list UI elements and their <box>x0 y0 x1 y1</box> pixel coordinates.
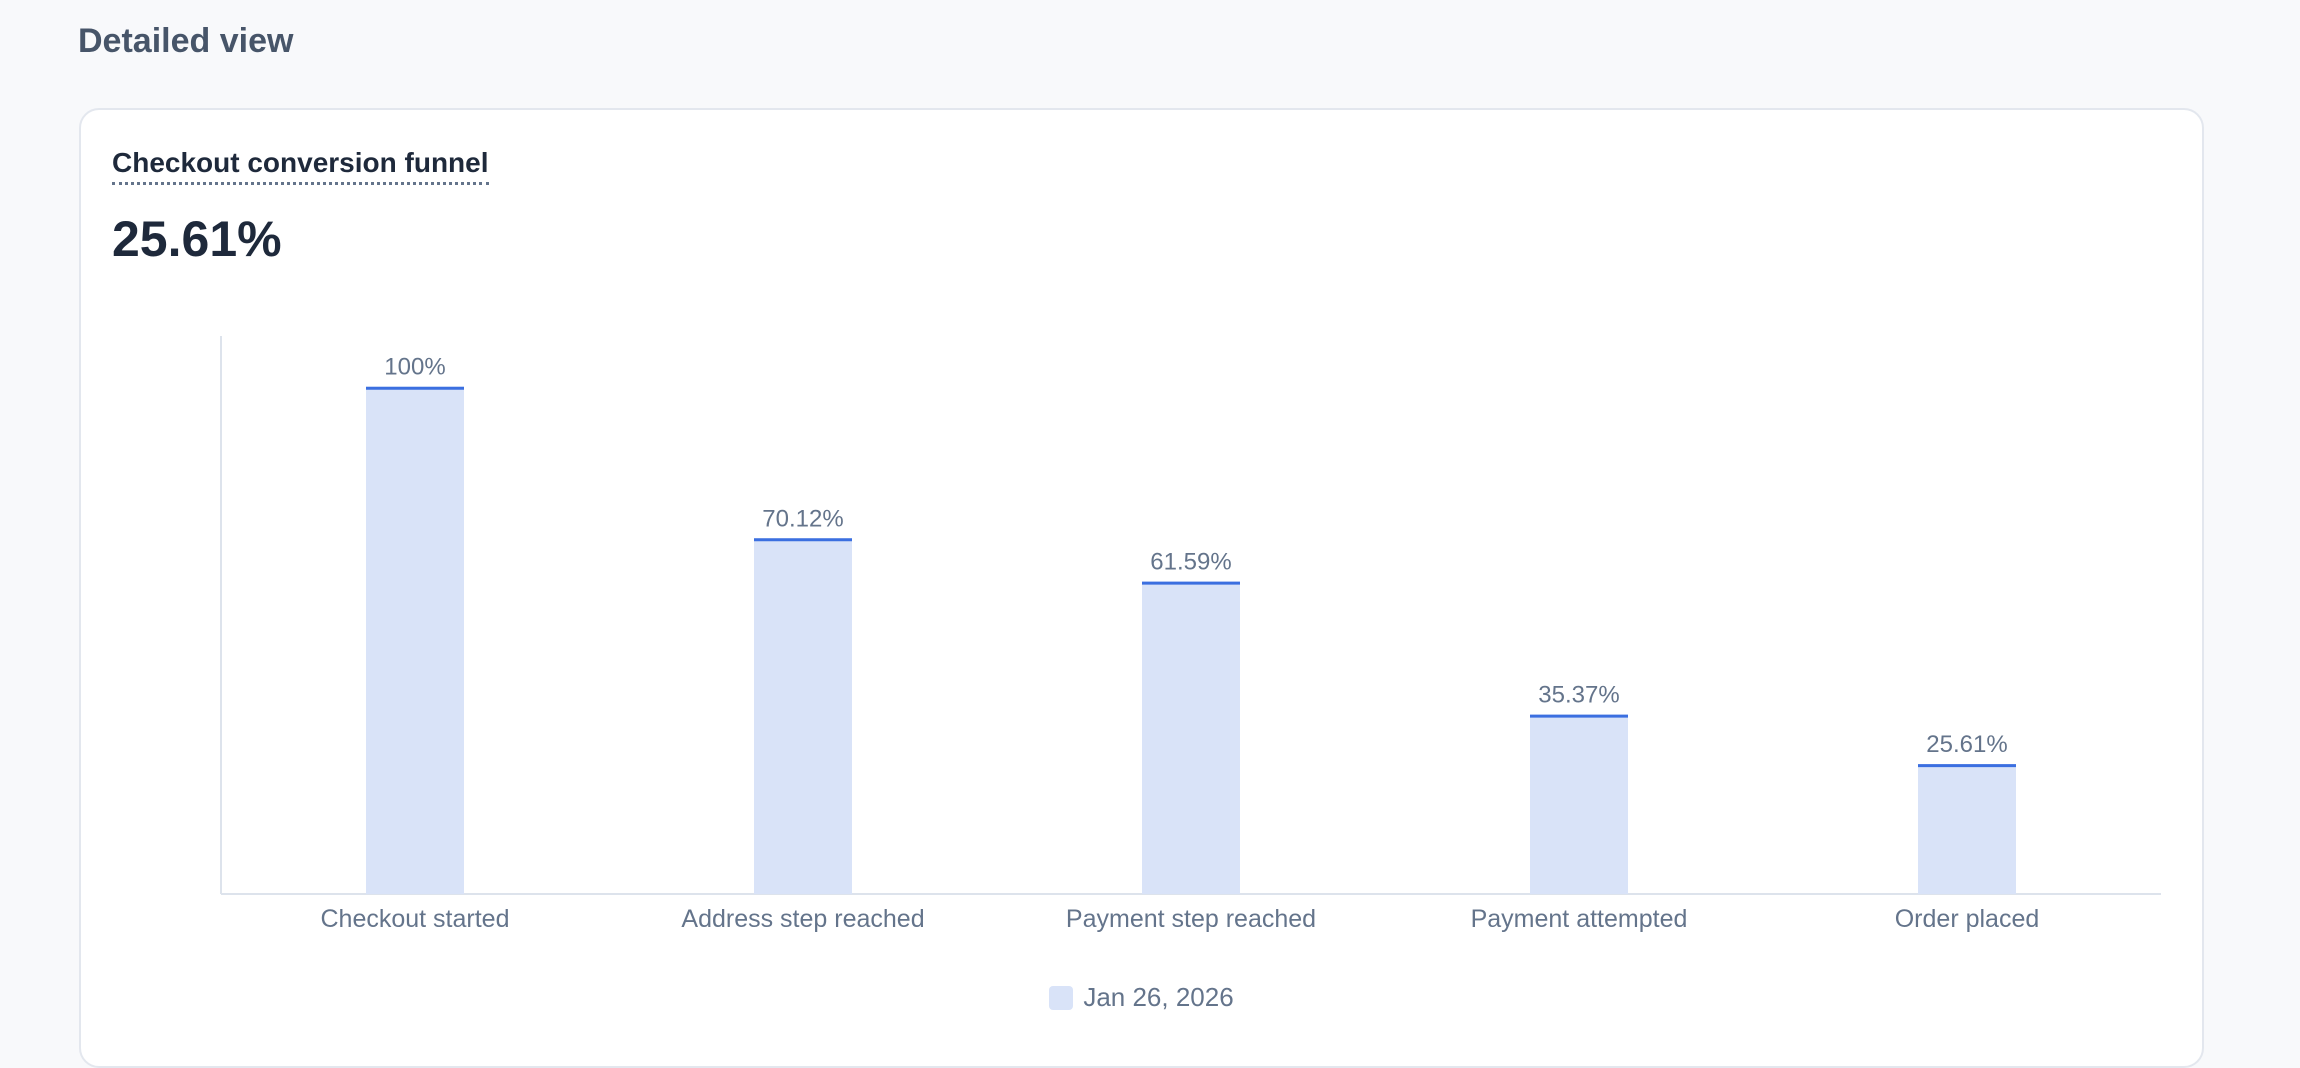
chart-legend: Jan 26, 2026 <box>81 982 2202 1013</box>
data-label: 61.59% <box>1150 549 1231 576</box>
card-title[interactable]: Checkout conversion funnel <box>112 146 489 185</box>
data-label: 25.61% <box>1926 731 2007 758</box>
bar <box>1530 714 1628 894</box>
conversion-metric: 25.61% <box>112 211 282 267</box>
funnel-chart: 100% Checkout started 70.12% Address step r… <box>220 336 2161 933</box>
data-label: 35.37% <box>1538 682 1619 709</box>
x-tick-label: Address step reached <box>681 905 924 933</box>
bar <box>754 538 852 894</box>
x-tick-label: Checkout started <box>321 905 510 933</box>
data-label: 100% <box>384 354 445 381</box>
data-label: 70.12% <box>762 505 843 532</box>
funnel-card: Checkout conversion funnel 25.61% 100% Ch… <box>79 108 2204 1068</box>
bar <box>366 386 464 894</box>
legend-label: Jan 26, 2026 <box>1083 982 1234 1012</box>
bar <box>1142 581 1240 894</box>
page-title: Detailed view <box>78 22 294 60</box>
legend-swatch <box>1049 985 1074 1010</box>
x-tick-label: Order placed <box>1895 905 2040 933</box>
bar <box>1918 764 2016 894</box>
x-tick-label: Payment step reached <box>1066 905 1316 933</box>
x-tick-label: Payment attempted <box>1471 905 1688 933</box>
